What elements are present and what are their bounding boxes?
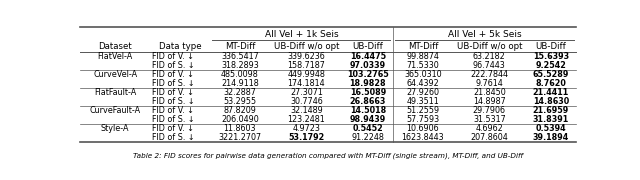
Text: FID of S. ↓: FID of S. ↓	[152, 133, 195, 142]
Text: All Vel + 5k Seis: All Vel + 5k Seis	[447, 30, 522, 39]
Text: 15.6393: 15.6393	[533, 52, 569, 61]
Text: CurveFault-A: CurveFault-A	[90, 106, 141, 115]
Text: 32.2887: 32.2887	[223, 88, 256, 97]
Text: UB-Diff w/o opt: UB-Diff w/o opt	[273, 42, 339, 51]
Text: 4.6962: 4.6962	[476, 124, 503, 133]
Text: 53.1792: 53.1792	[288, 133, 324, 142]
Text: 97.0339: 97.0339	[350, 61, 386, 70]
Text: 14.5018: 14.5018	[350, 106, 386, 115]
Text: FID of V. ↓: FID of V. ↓	[152, 70, 194, 79]
Text: FID of V. ↓: FID of V. ↓	[152, 106, 194, 115]
Text: 98.9439: 98.9439	[350, 115, 386, 124]
Text: FID of V. ↓: FID of V. ↓	[152, 124, 194, 133]
Text: CurveVel-A: CurveVel-A	[93, 70, 137, 79]
Text: 27.9260: 27.9260	[406, 88, 440, 97]
Text: 21.8450: 21.8450	[473, 88, 506, 97]
Text: 87.8209: 87.8209	[223, 106, 256, 115]
Text: 14.8630: 14.8630	[533, 97, 569, 106]
Text: 214.9118: 214.9118	[221, 79, 259, 88]
Text: FlatFault-A: FlatFault-A	[94, 88, 136, 97]
Text: 14.8987: 14.8987	[473, 97, 506, 106]
Text: 0.5452: 0.5452	[353, 124, 383, 133]
Text: 99.8874: 99.8874	[406, 52, 439, 61]
Text: UB-Diff: UB-Diff	[353, 42, 383, 51]
Text: 51.2559: 51.2559	[406, 106, 440, 115]
Text: Data type: Data type	[159, 42, 202, 51]
Text: 336.5417: 336.5417	[221, 52, 259, 61]
Text: FID of S. ↓: FID of S. ↓	[152, 79, 195, 88]
Text: 31.5317: 31.5317	[473, 115, 506, 124]
Text: 26.8663: 26.8663	[350, 97, 386, 106]
Text: 103.2765: 103.2765	[347, 70, 389, 79]
Text: 91.2248: 91.2248	[351, 133, 385, 142]
Text: 18.9828: 18.9828	[349, 79, 387, 88]
Text: 485.0098: 485.0098	[221, 70, 259, 79]
Text: 365.0310: 365.0310	[404, 70, 442, 79]
Text: 9.7614: 9.7614	[476, 79, 503, 88]
Text: 63.2182: 63.2182	[473, 52, 506, 61]
Text: FID of S. ↓: FID of S. ↓	[152, 61, 195, 70]
Text: 174.1814: 174.1814	[287, 79, 325, 88]
Text: 206.0490: 206.0490	[221, 115, 259, 124]
Text: 49.3511: 49.3511	[406, 97, 439, 106]
Text: 1623.8443: 1623.8443	[401, 133, 444, 142]
Text: 29.7906: 29.7906	[473, 106, 506, 115]
Text: 0.5394: 0.5394	[536, 124, 566, 133]
Text: 64.4392: 64.4392	[406, 79, 439, 88]
Text: 9.2542: 9.2542	[536, 61, 566, 70]
Text: 30.7746: 30.7746	[290, 97, 323, 106]
Text: FID of V. ↓: FID of V. ↓	[152, 88, 194, 97]
Text: 16.4475: 16.4475	[350, 52, 386, 61]
Text: MT-Diff: MT-Diff	[408, 42, 438, 51]
Text: UB-Diff: UB-Diff	[536, 42, 566, 51]
Text: 96.7443: 96.7443	[473, 61, 506, 70]
Text: FlatVel-A: FlatVel-A	[97, 52, 132, 61]
Text: 158.7187: 158.7187	[287, 61, 325, 70]
Text: 3221.2707: 3221.2707	[218, 133, 261, 142]
Text: 16.5089: 16.5089	[350, 88, 386, 97]
Text: 11.8603: 11.8603	[223, 124, 256, 133]
Text: 53.2955: 53.2955	[223, 97, 257, 106]
Text: 31.8391: 31.8391	[533, 115, 569, 124]
Text: 32.1489: 32.1489	[290, 106, 323, 115]
Text: 207.8604: 207.8604	[470, 133, 508, 142]
Text: Dataset: Dataset	[98, 42, 132, 51]
Text: MT-Diff: MT-Diff	[225, 42, 255, 51]
Text: Table 2: FID scores for pairwise data generation compared with MT-Diff (single s: Table 2: FID scores for pairwise data ge…	[133, 153, 523, 159]
Text: 4.9723: 4.9723	[292, 124, 320, 133]
Text: 449.9948: 449.9948	[287, 70, 325, 79]
Text: FID of V. ↓: FID of V. ↓	[152, 52, 194, 61]
Text: 123.2481: 123.2481	[287, 115, 325, 124]
Text: 27.3071: 27.3071	[290, 88, 323, 97]
Text: 65.5289: 65.5289	[532, 70, 569, 79]
Text: 39.1894: 39.1894	[533, 133, 569, 142]
Text: 57.7593: 57.7593	[406, 115, 440, 124]
Text: 71.5330: 71.5330	[406, 61, 439, 70]
Text: 21.4411: 21.4411	[533, 88, 569, 97]
Text: 339.6236: 339.6236	[287, 52, 325, 61]
Text: FID of S. ↓: FID of S. ↓	[152, 97, 195, 106]
Text: Style-A: Style-A	[101, 124, 129, 133]
Text: 21.6959: 21.6959	[533, 106, 569, 115]
Text: UB-Diff w/o opt: UB-Diff w/o opt	[456, 42, 522, 51]
Text: 318.2893: 318.2893	[221, 61, 259, 70]
Text: 10.6906: 10.6906	[406, 124, 439, 133]
Text: All Vel + 1k Seis: All Vel + 1k Seis	[265, 30, 339, 39]
Text: FID of S. ↓: FID of S. ↓	[152, 115, 195, 124]
Text: 222.7844: 222.7844	[470, 70, 508, 79]
Text: 8.7620: 8.7620	[536, 79, 566, 88]
